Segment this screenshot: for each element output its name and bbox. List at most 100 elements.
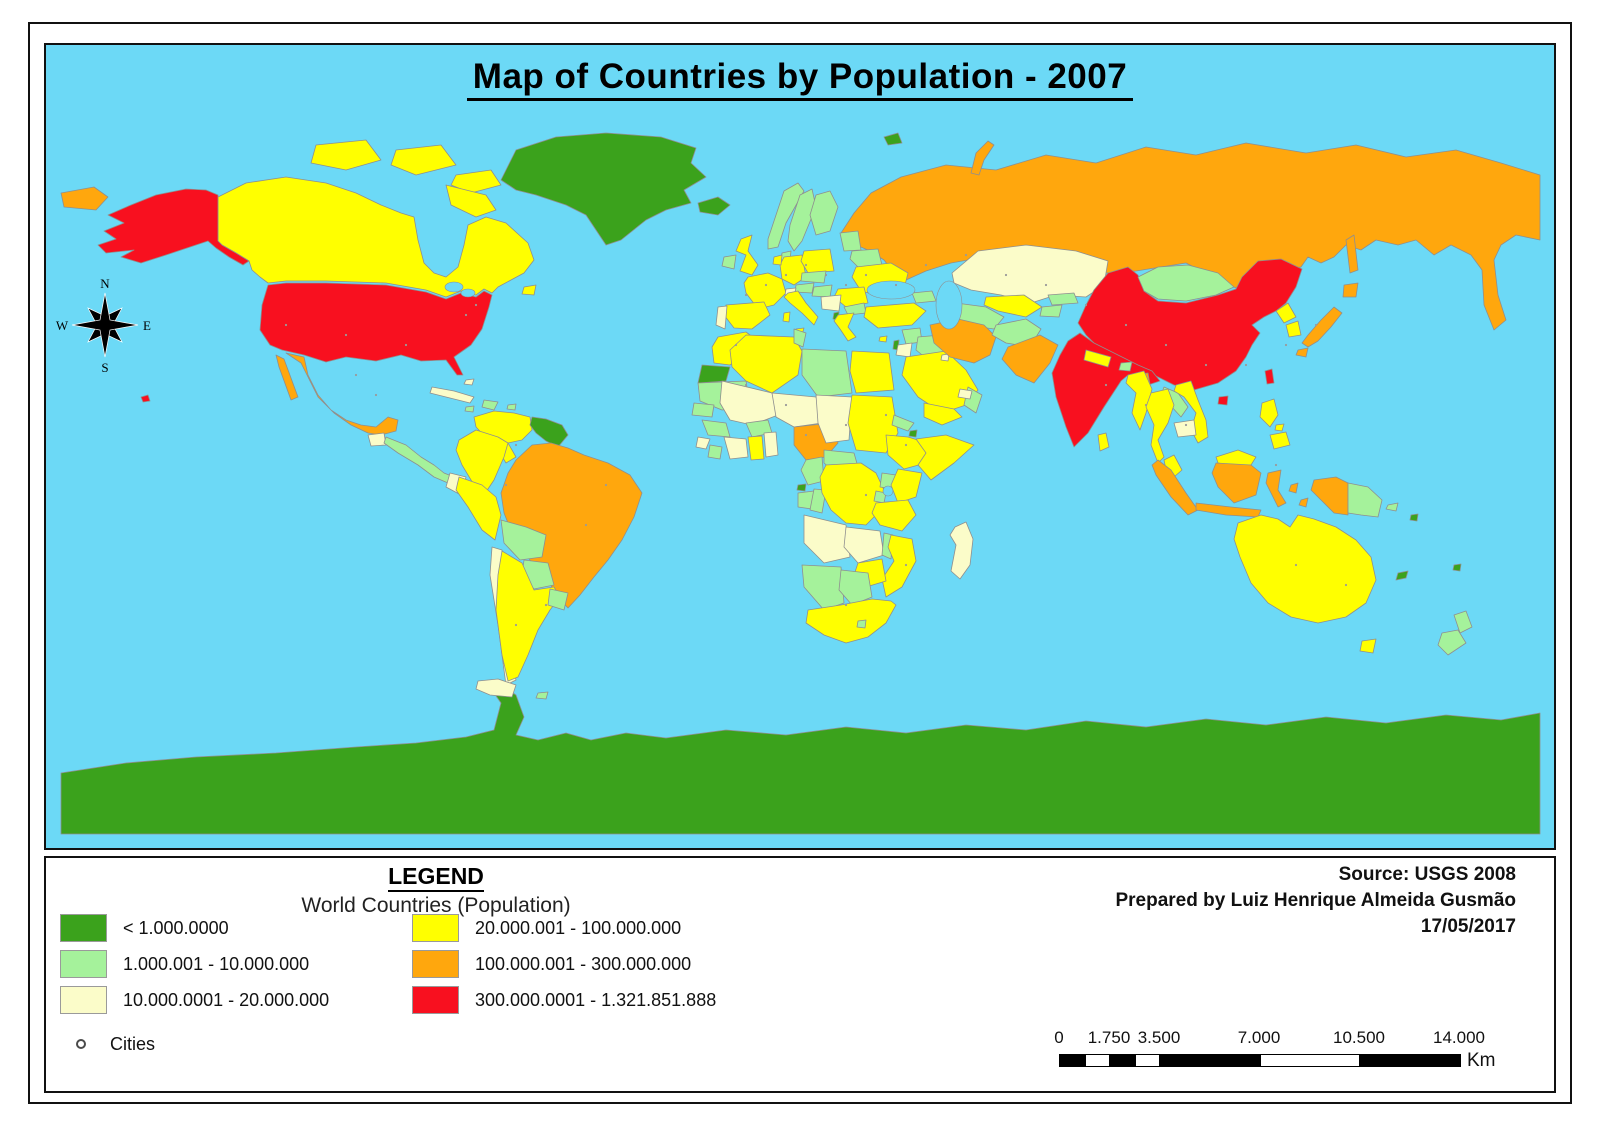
country-mexico <box>285 352 399 436</box>
country-sulawesi <box>1265 469 1287 508</box>
scale-tick: 1.750 <box>1087 1028 1131 1047</box>
country-madagascar <box>949 521 974 580</box>
city-dot <box>514 623 518 627</box>
country-canada-arctic-island-1 <box>310 139 382 171</box>
city-dot <box>844 423 848 427</box>
credits-block: Source: USGS 2008 Prepared by Luiz Henri… <box>1115 862 1516 940</box>
country-tanzania <box>871 499 917 532</box>
scale-tick: 10.500 <box>1333 1028 1385 1047</box>
cities-label: Cities <box>110 1033 156 1054</box>
lake-lake-huron-erie <box>460 288 476 298</box>
legend-item: 20.000.001 - 100.000.000 <box>412 914 832 942</box>
city-dot <box>1044 283 1048 287</box>
country-mongolia <box>1137 264 1235 302</box>
city-dot <box>344 333 348 337</box>
country-yemen <box>923 402 963 426</box>
country-finland <box>809 190 839 236</box>
country-lesotho <box>856 619 867 629</box>
lake-lake-victoria <box>882 485 894 497</box>
map-title: Map of Countries by Population - 2007 <box>46 57 1554 101</box>
country-cambodia <box>1173 419 1197 438</box>
country-kazakhstan <box>951 244 1109 304</box>
country-newfoundland <box>521 284 537 296</box>
country-uae <box>957 388 973 400</box>
country-czech-slovakia <box>800 270 827 284</box>
country-peru <box>455 476 502 541</box>
country-central-america <box>383 436 455 484</box>
scale-bar: 0 1.750 3.500 7.000 10.500 14.000 Km <box>1054 1028 1527 1078</box>
country-niger <box>771 392 823 428</box>
legend-label: < 1.000.0000 <box>123 917 229 938</box>
legend-cities-row: Cities <box>76 1034 155 1054</box>
country-greenland <box>500 132 707 246</box>
country-portugal <box>715 305 728 330</box>
credit-prepared: Prepared by Luiz Henrique Almeida Gusmão <box>1115 890 1516 911</box>
country-solomons <box>1409 513 1419 522</box>
country-senegal <box>691 402 715 418</box>
country-liberia <box>707 444 723 460</box>
country-japan-kyushu <box>1295 347 1309 358</box>
country-colombia <box>455 429 509 493</box>
country-cameroon <box>800 456 825 486</box>
country-equatorial-guinea <box>796 483 807 492</box>
city-dot <box>804 263 808 267</box>
legend-label: 10.000.0001 - 20.000.000 <box>123 989 330 1010</box>
country-west-papua <box>1310 476 1349 516</box>
country-malaysia-borneo <box>1215 449 1257 466</box>
country-novaya-zemlya <box>970 140 995 176</box>
country-svalbard <box>883 132 903 146</box>
country-ireland <box>721 254 737 270</box>
country-tasmania <box>1359 638 1377 654</box>
city-dot <box>844 283 848 287</box>
country-turkey <box>863 302 927 329</box>
legend-label: 20.000.001 - 100.000.000 <box>475 917 682 938</box>
country-guinea <box>701 419 731 438</box>
country-canada-baffin <box>445 184 497 218</box>
country-western-sahara <box>697 364 731 384</box>
country-myanmar <box>1125 370 1153 431</box>
country-sumatra <box>1151 459 1199 516</box>
scale-segment <box>1360 1055 1460 1066</box>
scale-bar-ticks: 0 1.750 3.500 7.000 10.500 14.000 <box>1054 1028 1485 1050</box>
city-dot <box>1294 563 1298 567</box>
city-dot <box>284 323 288 327</box>
country-kenya <box>890 468 923 504</box>
country-argentina <box>495 550 561 682</box>
country-new-caledonia <box>1395 570 1409 581</box>
legend-label: 1.000.001 - 10.000.000 <box>123 953 310 974</box>
scale-segment <box>1160 1055 1260 1066</box>
country-new-zealand-north <box>1453 610 1473 634</box>
country-new-zealand-south <box>1437 629 1467 656</box>
country-canada-arctic-island-3 <box>450 169 502 194</box>
scale-segment <box>1135 1055 1160 1066</box>
country-cuba <box>429 386 475 404</box>
country-iran <box>929 318 997 364</box>
country-papua-new-guinea <box>1347 482 1383 518</box>
country-moluccas-1 <box>1288 482 1299 494</box>
country-poland <box>800 248 835 274</box>
legend-label: 100.000.001 - 300.000.000 <box>475 953 692 974</box>
country-netherlands <box>772 254 783 266</box>
country-bolivia <box>500 519 547 561</box>
country-sudan <box>847 394 899 454</box>
scale-segment <box>1260 1055 1360 1066</box>
country-spain <box>723 301 771 330</box>
country-antarctica <box>60 686 1541 835</box>
country-namibia <box>801 564 845 611</box>
country-cyprus <box>878 335 888 343</box>
city-dot <box>464 313 468 317</box>
country-bhutan <box>1118 361 1133 372</box>
city-dot <box>964 253 968 257</box>
country-sardinia <box>782 311 791 323</box>
compass-label-E: E <box>143 318 151 333</box>
city-dot <box>1184 423 1188 427</box>
credit-date: 17/05/2017 <box>1420 916 1516 937</box>
country-nepal <box>1083 349 1112 368</box>
scale-bar-unit: Km <box>1467 1050 1496 1071</box>
country-somalia <box>915 434 975 481</box>
country-dr-congo <box>819 462 885 526</box>
country-japan-honshu <box>1301 306 1343 348</box>
city-dot <box>924 263 928 267</box>
city-marker-icon <box>76 1039 86 1049</box>
city-dot <box>514 443 518 447</box>
